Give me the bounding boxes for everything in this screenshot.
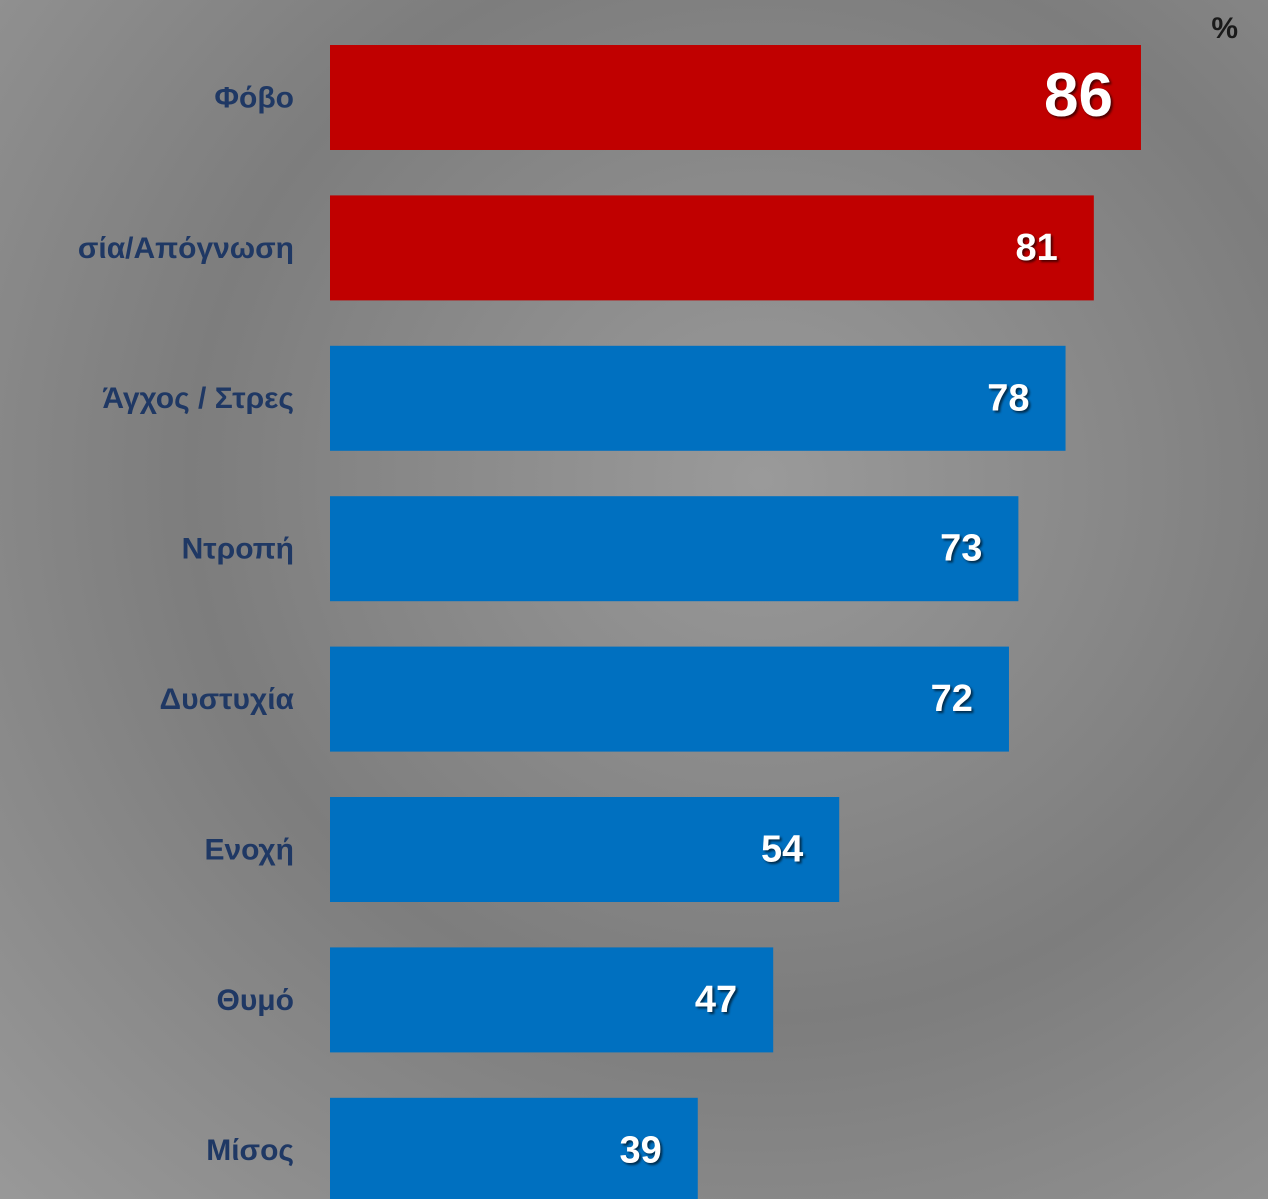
value-label: 73 xyxy=(940,528,982,570)
category-label: Φόβο xyxy=(214,81,294,114)
bar xyxy=(330,797,840,902)
category-label: Ντροπή xyxy=(182,533,294,566)
category-label: Θυμό xyxy=(217,984,294,1017)
category-label: Μίσος xyxy=(206,1134,294,1167)
bar xyxy=(330,195,1094,301)
category-label: Δυστυχία xyxy=(160,683,295,716)
bar xyxy=(330,345,1066,451)
bar xyxy=(330,45,1141,150)
value-label: 78 xyxy=(987,377,1029,419)
value-label: 72 xyxy=(931,678,973,720)
bar xyxy=(330,1097,698,1199)
value-label: 54 xyxy=(761,829,803,871)
value-label: 86 xyxy=(1044,61,1113,130)
value-label: 39 xyxy=(619,1129,661,1171)
bar xyxy=(330,947,774,1053)
bar xyxy=(330,496,1019,602)
value-label: 47 xyxy=(695,979,737,1021)
unit-label: % xyxy=(1211,12,1238,45)
category-label: Ενοχή xyxy=(204,833,294,866)
value-label: 81 xyxy=(1016,227,1058,269)
category-label: σία/Απόγνωση xyxy=(78,232,294,265)
category-label: Άγχος / Στρες xyxy=(102,382,294,415)
bar xyxy=(330,646,1009,752)
